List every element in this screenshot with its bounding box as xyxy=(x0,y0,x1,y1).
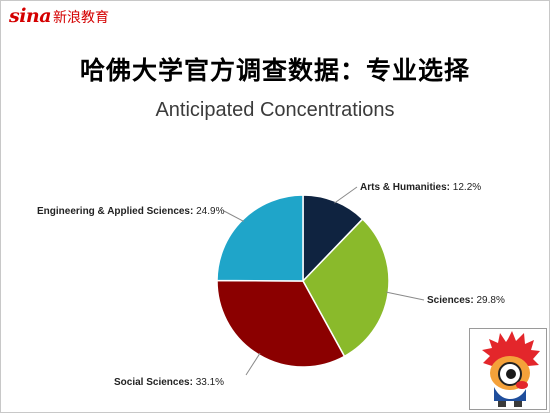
slice-label: Engineering & Applied Sciences: 24.9% xyxy=(37,206,225,217)
slice-label: Sciences: 29.8% xyxy=(427,295,505,306)
leader-line xyxy=(223,210,245,222)
pie-slice-arts-humanities xyxy=(302,194,364,283)
slice-label: Social Sciences: 33.1% xyxy=(114,377,224,388)
sina-logo: sina 新浪教育 xyxy=(9,5,109,27)
sina-logo-text: sina xyxy=(9,5,52,27)
brand-name: 新浪教育 xyxy=(53,10,110,26)
pie-slice-engineering-applied-sciences xyxy=(216,194,304,282)
slice-label-name: Arts & Humanities: xyxy=(360,182,453,193)
mascot-image xyxy=(469,328,547,410)
leader-line xyxy=(334,186,358,204)
slice-label-name: Sciences: xyxy=(427,295,476,306)
chart-title: Anticipated Concentrations xyxy=(155,99,395,121)
slice-label-value: 33.1% xyxy=(196,377,224,388)
slice-label-value: 12.2% xyxy=(453,182,481,193)
leader-line xyxy=(386,291,425,301)
slice-label-value: 24.9% xyxy=(196,206,224,217)
slice-label-value: 29.8% xyxy=(476,295,504,306)
sina-mascot-icon xyxy=(482,331,540,407)
slice-label: Arts & Humanities: 12.2% xyxy=(360,182,481,193)
slice-label-name: Engineering & Applied Sciences: xyxy=(37,206,196,217)
slice-label-name: Social Sciences: xyxy=(114,377,196,388)
page-title: 哈佛大学官方调查数据：专业选择 xyxy=(79,56,470,85)
leader-line xyxy=(245,352,261,376)
